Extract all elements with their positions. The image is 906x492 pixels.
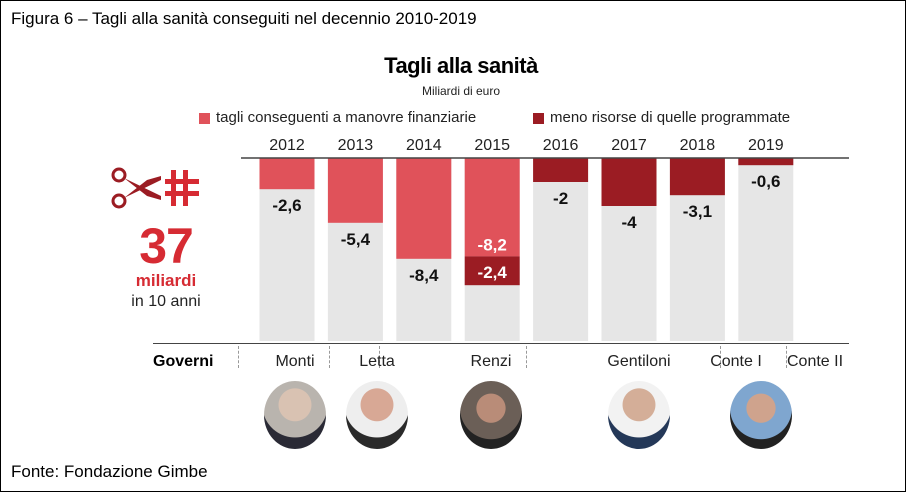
legend-item-less-resources: meno risorse di quelle programmate [533, 109, 790, 127]
bar-segment-cuts [464, 158, 520, 257]
bar-segment-less-resources [601, 158, 657, 206]
bar-segment-cuts [327, 158, 383, 223]
figure-title: Figura 6 – Tagli alla sanità conseguiti … [11, 9, 477, 28]
chart-title: Tagli alla sanità [384, 53, 538, 78]
x-tick-label: 2016 [543, 137, 579, 154]
total-cuts-value: 37 [139, 218, 194, 274]
data-label: -2,4 [478, 263, 508, 282]
legend-item-cuts: tagli conseguenti a manovre finanziarie [199, 109, 476, 127]
bar-background [738, 158, 794, 341]
legend-label: tagli conseguenti a manovre finanziarie [216, 109, 477, 126]
portrait-renzi [460, 381, 522, 449]
data-label: -8,4 [409, 266, 439, 285]
total-cuts-unit: miliardi [135, 271, 197, 290]
x-tick-label: 2012 [269, 137, 305, 154]
bar-chart: 2012 -2,6 2013 -5,4 2014 -8,4 2015 -8,2 -2,4 2016… [241, 137, 849, 341]
legend-swatch [533, 112, 544, 124]
data-label: -3,1 [683, 202, 712, 221]
portrait-letta [346, 381, 408, 449]
bar-background [533, 158, 589, 341]
government-renzi: Renzi [470, 353, 512, 370]
portrait-conte [730, 381, 792, 449]
bar-segment-less-resources [533, 158, 589, 182]
governments-label: Governi [153, 353, 214, 370]
separator [379, 346, 380, 368]
government-conte-i: Conte I [710, 353, 762, 370]
data-label: -0,6 [751, 172, 780, 191]
data-label: -2,6 [272, 196, 301, 215]
portrait-monti [264, 381, 326, 449]
portrait-gentiloni [608, 381, 670, 449]
separator [526, 346, 527, 368]
data-label: -5,4 [341, 230, 371, 249]
x-tick-label: 2015 [474, 137, 510, 154]
separator [329, 346, 330, 368]
bar-segment-cuts [396, 158, 452, 259]
x-tick-label: 2019 [748, 137, 784, 154]
source-note: Fonte: Fondazione Gimbe [11, 462, 208, 481]
chart-subtitle: Miliardi di euro [421, 84, 501, 98]
bar-segment-cuts [259, 158, 315, 190]
governments-divider [153, 343, 849, 344]
government-monti: Monti [275, 353, 315, 370]
bar-segment-less-resources [738, 158, 794, 166]
data-label: -2 [553, 189, 568, 208]
government-letta: Letta [359, 353, 395, 370]
x-tick-label: 2014 [406, 137, 442, 154]
total-cuts-period: in 10 anni [131, 293, 201, 310]
government-gentiloni: Gentiloni [607, 353, 671, 370]
legend-swatch [199, 112, 210, 124]
x-tick-label: 2018 [680, 137, 716, 154]
data-label: -8,2 [478, 235, 507, 254]
bar-segment-less-resources [669, 158, 725, 196]
legend-label: meno risorse di quelle programmate [550, 109, 791, 126]
bar-segment-less-resources [464, 256, 520, 286]
separator [720, 346, 721, 368]
data-label: -4 [621, 213, 637, 232]
separator [238, 346, 239, 368]
x-tick-label: 2017 [611, 137, 647, 154]
separator [786, 346, 787, 368]
government-conte-ii: Conte II [786, 353, 844, 370]
scissors-cross-icon [111, 167, 199, 209]
x-tick-label: 2013 [338, 137, 374, 154]
